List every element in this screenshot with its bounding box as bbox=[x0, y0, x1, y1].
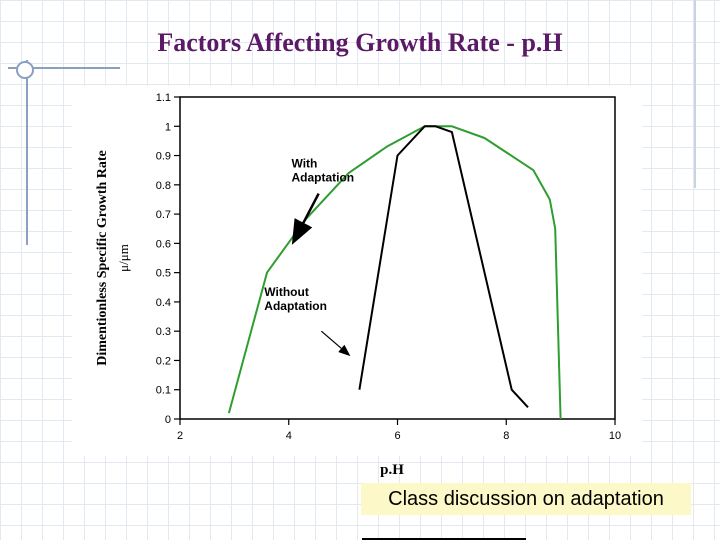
x-axis-label: p.H bbox=[380, 462, 404, 478]
decorative-horizontal-line bbox=[8, 67, 120, 69]
y-tick-label: 0.9 bbox=[156, 151, 171, 163]
y-axis-symbol: μ/μm bbox=[116, 244, 131, 272]
y-tick-label: 0.5 bbox=[156, 268, 171, 280]
y-tick-label: 0.7 bbox=[156, 209, 171, 221]
annotation-with-adaptation-label: With bbox=[291, 156, 317, 170]
annotation-with-adaptation-label: Adaptation bbox=[291, 170, 354, 184]
slide-title: Factors Affecting Growth Rate - p.H bbox=[157, 28, 563, 57]
decorative-right-line bbox=[694, 0, 696, 188]
y-tick-label: 0.4 bbox=[156, 297, 171, 309]
y-tick-label: 0.8 bbox=[156, 180, 171, 192]
annotation-without-adaptation-arrow bbox=[320, 330, 351, 357]
caption-box: Class discussion on adaptation bbox=[361, 483, 691, 515]
plot-frame bbox=[179, 96, 616, 420]
y-tick-label: 0.1 bbox=[156, 385, 171, 397]
x-tick-label: 4 bbox=[286, 430, 292, 442]
y-tick-label: 0.3 bbox=[156, 326, 171, 338]
y-tick-label: 0.2 bbox=[156, 355, 171, 367]
y-axis-label: Dimentionless Specific Growth Rate bbox=[95, 150, 110, 366]
y-tick-label: 1.1 bbox=[156, 92, 171, 104]
x-tick-label: 10 bbox=[609, 430, 621, 442]
x-tick-label: 2 bbox=[177, 430, 183, 442]
annotation-without-adaptation-label: Adaptation bbox=[264, 299, 327, 313]
y-tick-label: 0.6 bbox=[156, 238, 171, 250]
annotation-without-adaptation-label: Without bbox=[264, 285, 309, 299]
annotation-with-adaptation-arrow bbox=[291, 193, 320, 245]
y-tick-label: 0 bbox=[165, 414, 171, 426]
x-tick-label: 8 bbox=[503, 430, 509, 442]
chart-panel: 0 0.1 0.2 0.3 0.4 0.5 0.6 0.7 0.8 0.9 1 1.1 2 4 6 8 10 Di… bbox=[72, 86, 642, 456]
series-line-without-adaptation bbox=[358, 125, 529, 408]
y-tick-label: 1 bbox=[165, 121, 171, 133]
x-tick-label: 6 bbox=[394, 430, 400, 442]
decorative-underline bbox=[362, 538, 526, 540]
decorative-vertical-line bbox=[26, 60, 28, 245]
decorative-circle bbox=[16, 61, 34, 79]
growth-rate-chart: 0 0.1 0.2 0.3 0.4 0.5 0.6 0.7 0.8 0.9 1 1.1 2 4 6 8 10 Di… bbox=[95, 92, 621, 442]
